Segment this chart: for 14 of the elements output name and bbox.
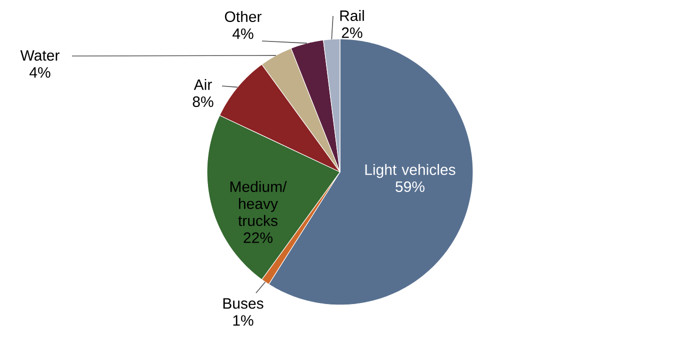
slice-label: Air <box>194 78 212 90</box>
data-label: 1% <box>233 315 254 326</box>
data-label: 4% <box>232 28 254 39</box>
data-label: 59% <box>396 181 424 192</box>
slice-label: Rail <box>340 10 364 22</box>
data-label: 2% <box>342 27 362 38</box>
data-label: 8% <box>192 96 214 107</box>
slice-label: Buses <box>223 298 264 309</box>
slice-label: Light vehicles <box>365 164 456 178</box>
slice-label: Medium/ heavy trucks <box>230 181 287 226</box>
slice-label: Other <box>224 11 262 22</box>
slice-label: Water <box>20 50 60 61</box>
data-label: 4% <box>30 67 50 78</box>
data-label: 22% <box>244 232 272 243</box>
